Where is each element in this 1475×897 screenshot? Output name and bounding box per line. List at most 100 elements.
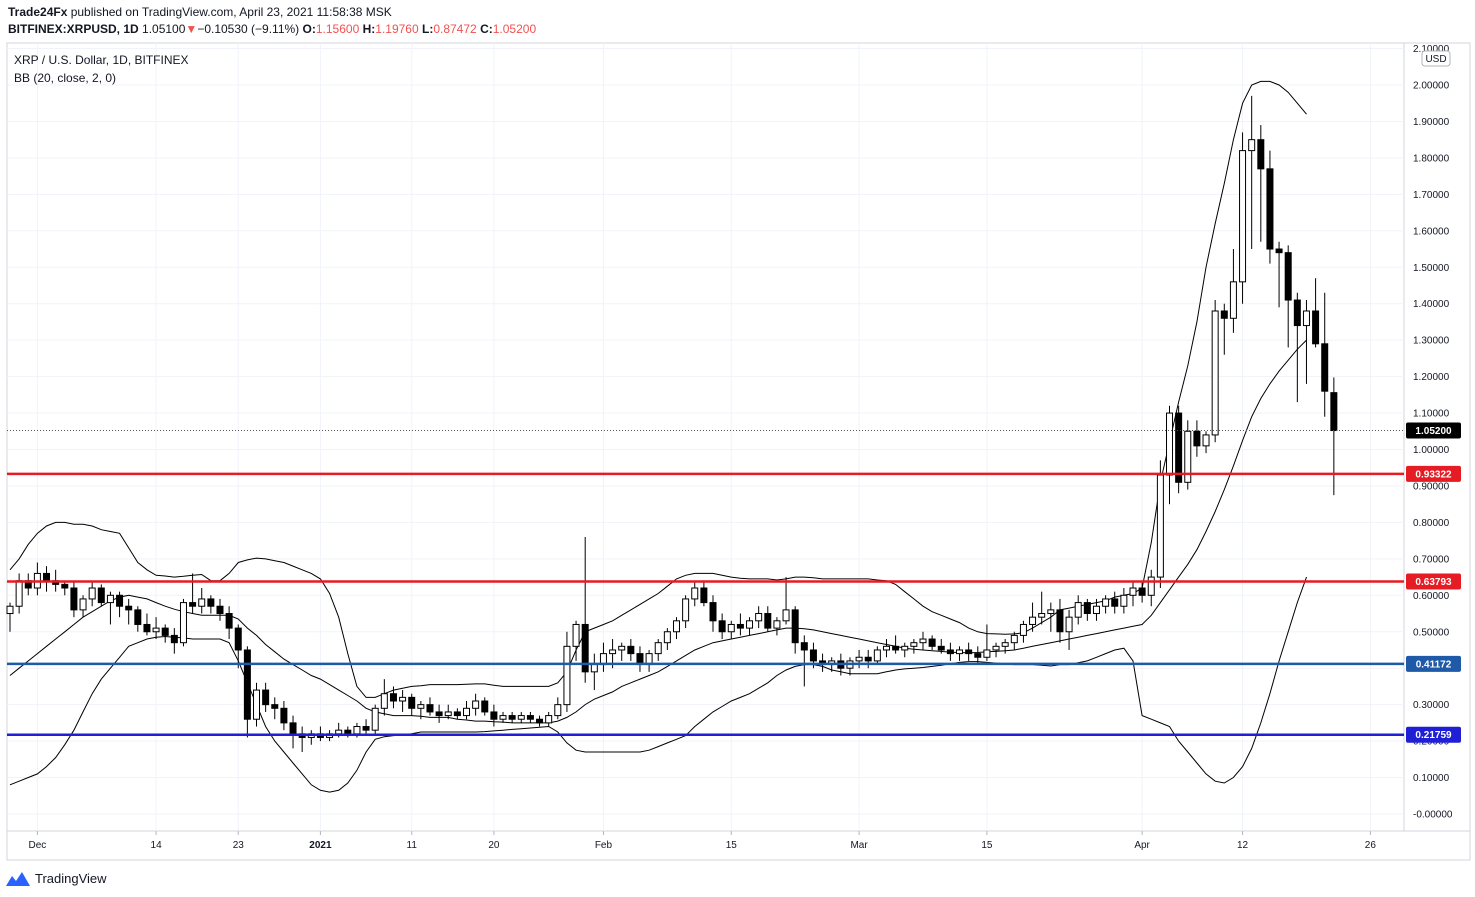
candle bbox=[946, 649, 954, 655]
tradingview-footer[interactable]: TradingView bbox=[6, 871, 107, 886]
y-tick-label: 0.70000 bbox=[1413, 554, 1450, 565]
candle bbox=[344, 729, 352, 735]
candle bbox=[152, 627, 160, 633]
candle bbox=[919, 638, 927, 644]
y-tick-label: 0.10000 bbox=[1413, 773, 1450, 784]
level-label: 0.41172 bbox=[1416, 659, 1452, 670]
y-tick-label: 0.60000 bbox=[1413, 591, 1450, 602]
x-tick-label: Mar bbox=[850, 840, 868, 851]
candle bbox=[983, 649, 991, 658]
candle bbox=[280, 707, 288, 724]
candle bbox=[335, 729, 343, 735]
candle bbox=[590, 664, 598, 673]
candle bbox=[408, 696, 416, 709]
series-legend[interactable]: XRP / U.S. Dollar, 1D, BITFINEX bbox=[14, 53, 189, 67]
candle bbox=[1156, 474, 1164, 578]
candle bbox=[1038, 613, 1046, 618]
candle bbox=[499, 715, 507, 720]
candle bbox=[216, 605, 224, 615]
candle bbox=[727, 623, 735, 633]
candle bbox=[1302, 310, 1310, 327]
candle bbox=[682, 598, 690, 622]
candle bbox=[910, 642, 918, 647]
candle bbox=[709, 602, 717, 622]
candle bbox=[882, 645, 890, 651]
y-tick-label: 1.20000 bbox=[1413, 372, 1450, 383]
x-tick-label: 15 bbox=[726, 840, 738, 851]
candle bbox=[444, 711, 452, 717]
candle bbox=[143, 623, 151, 633]
candle bbox=[43, 572, 51, 582]
candle bbox=[472, 700, 480, 709]
low-label: L: bbox=[422, 22, 434, 36]
author-name[interactable]: Trade24Fx bbox=[8, 5, 68, 19]
open-value: 1.15600 bbox=[315, 22, 360, 36]
candle bbox=[170, 634, 178, 644]
candle bbox=[1229, 281, 1237, 319]
indicator-legend[interactable]: BB (20, close, 2, 0) bbox=[14, 71, 117, 85]
candle bbox=[892, 645, 900, 651]
candle bbox=[1102, 598, 1110, 607]
candle bbox=[243, 649, 251, 720]
y-tick-label: 0.50000 bbox=[1413, 627, 1450, 638]
candle bbox=[1211, 310, 1219, 436]
candle bbox=[1047, 609, 1055, 615]
change-text: −0.10530 (−9.11%) bbox=[197, 22, 300, 36]
candle bbox=[1175, 412, 1183, 483]
candle bbox=[97, 587, 105, 604]
candle bbox=[234, 627, 242, 651]
y-tick-label: 0.90000 bbox=[1413, 481, 1450, 492]
candle bbox=[353, 726, 361, 735]
x-tick-label: 12 bbox=[1237, 840, 1249, 851]
candle bbox=[6, 605, 14, 615]
candle bbox=[1284, 252, 1292, 301]
candle bbox=[974, 653, 982, 658]
candle bbox=[417, 704, 425, 709]
candle bbox=[463, 707, 470, 717]
candle bbox=[161, 627, 169, 636]
y-tick-label: 1.60000 bbox=[1413, 226, 1450, 237]
time-axis bbox=[6, 830, 1471, 861]
candle bbox=[1321, 343, 1329, 392]
candle bbox=[1138, 587, 1146, 596]
candle bbox=[1193, 430, 1201, 447]
candle bbox=[746, 620, 754, 629]
candle bbox=[125, 605, 133, 611]
candle bbox=[864, 656, 872, 662]
currency-label: USD bbox=[1425, 54, 1446, 65]
candle bbox=[1202, 434, 1210, 447]
candle bbox=[508, 715, 516, 720]
level-label: 0.63793 bbox=[1415, 577, 1452, 588]
candle bbox=[901, 645, 909, 651]
candle bbox=[1266, 168, 1274, 250]
candle bbox=[1239, 150, 1247, 283]
candle bbox=[179, 602, 187, 644]
candle bbox=[791, 609, 799, 644]
candle bbox=[563, 645, 571, 706]
candle bbox=[1220, 310, 1228, 319]
candle bbox=[253, 689, 261, 720]
y-tick-label: 1.50000 bbox=[1413, 263, 1450, 274]
y-tick-label: 2.10000 bbox=[1413, 44, 1450, 55]
candle bbox=[1248, 139, 1256, 152]
candle bbox=[481, 700, 489, 713]
candle bbox=[61, 583, 69, 589]
candle bbox=[225, 613, 233, 629]
candle bbox=[809, 649, 817, 662]
candle bbox=[700, 587, 708, 604]
symbol-label: BITFINEX:XRPUSD, 1D bbox=[8, 22, 139, 36]
x-tick-label: 15 bbox=[981, 840, 993, 851]
y-tick-label: 1.00000 bbox=[1413, 445, 1450, 456]
open-label: O: bbox=[302, 22, 316, 36]
candle bbox=[1147, 576, 1155, 596]
candle bbox=[855, 656, 863, 662]
candle bbox=[198, 598, 206, 607]
candle bbox=[389, 693, 397, 702]
close-value: 1.05200 bbox=[492, 22, 537, 36]
candle bbox=[1111, 598, 1119, 607]
currency-badge bbox=[1421, 50, 1451, 67]
candle bbox=[1120, 594, 1128, 607]
last-price-label: 1.05200 bbox=[1415, 426, 1452, 437]
candle bbox=[992, 645, 1000, 651]
